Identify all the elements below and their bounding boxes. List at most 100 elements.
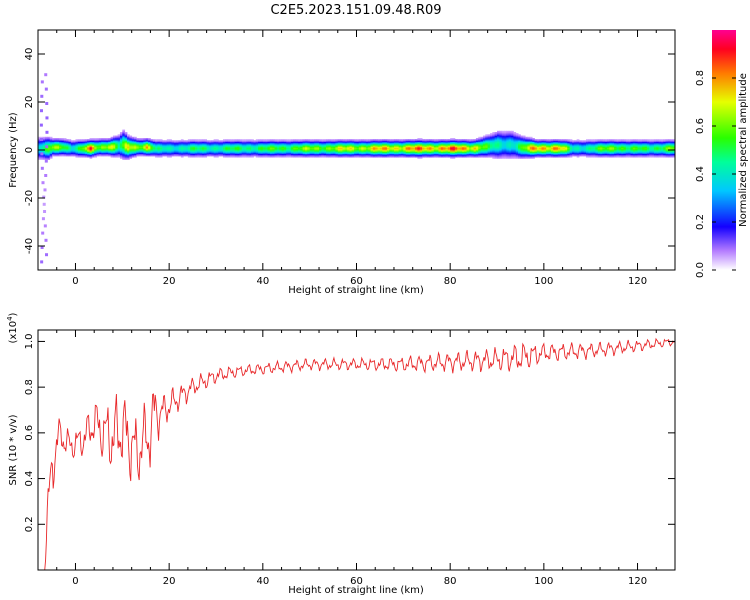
heatmap-cell (452, 151, 456, 153)
heatmap-cell (136, 154, 140, 157)
heatmap-cell (417, 154, 421, 157)
heatmap-cell (323, 147, 327, 150)
heatmap-cell (77, 142, 81, 145)
heatmap-cell (520, 138, 524, 140)
heatmap-cell (389, 156, 393, 158)
heatmap-cell (56, 147, 60, 150)
heatmap-cell (171, 140, 175, 142)
heatmap-cell (541, 144, 545, 146)
heatmap-cell (578, 151, 582, 153)
heatmap-cell (487, 150, 491, 152)
heatmap-cell (593, 139, 596, 141)
heatmap-cell (101, 152, 104, 154)
heatmap-cell (628, 154, 631, 157)
heatmap-cell (143, 145, 147, 147)
heatmap-cell (525, 147, 528, 150)
heatmap-cell (131, 148, 135, 151)
heatmap-cell (190, 140, 193, 142)
heatmap-cell (553, 141, 556, 144)
heatmap-cell (515, 151, 519, 153)
heatmap-cell (61, 140, 65, 142)
heatmap-cell (546, 141, 549, 144)
heatmap-cell (576, 146, 580, 148)
heatmap-cell (445, 148, 449, 151)
heatmap-cell (508, 135, 512, 138)
heatmap-cell (501, 133, 505, 135)
heatmap-cell (440, 141, 444, 144)
heatmap-cell (452, 140, 456, 142)
heatmap-cell (656, 150, 660, 152)
heatmap-cell (644, 154, 648, 157)
heatmap-cell (431, 151, 435, 153)
heatmap-cell (143, 147, 147, 150)
heatmap-cell (440, 144, 444, 146)
heatmap-cell (417, 145, 421, 147)
heatmap-cell (288, 148, 292, 151)
heatmap-cell (141, 139, 144, 141)
heatmap-cell (84, 142, 88, 145)
heatmap-cell (543, 144, 547, 146)
heatmap-cell (337, 150, 341, 152)
heatmap-cell (152, 150, 156, 152)
heatmap-cell (658, 156, 662, 158)
heatmap-cell (461, 156, 465, 158)
heatmap-cell (557, 144, 561, 146)
heatmap-cell (234, 146, 238, 148)
heatmap-cell (436, 145, 439, 147)
heatmap-cell (646, 147, 650, 150)
heatmap-cell (600, 144, 603, 146)
heatmap-cell (459, 142, 463, 145)
heatmap-cell (328, 144, 332, 146)
heatmap-cell (115, 141, 119, 144)
heatmap-cell (639, 153, 643, 156)
heatmap-cell (295, 153, 299, 156)
heatmap-cell (569, 141, 573, 144)
heatmap-cell (56, 144, 60, 146)
heatmap-cell (506, 147, 510, 150)
heatmap-cell (54, 139, 58, 141)
heatmap-cell (393, 141, 397, 144)
heatmap-cell (40, 140, 44, 142)
heatmap-cell (321, 156, 325, 158)
heatmap-cell (492, 132, 496, 134)
heatmap-cell (281, 150, 285, 152)
heatmap-cell (623, 151, 627, 153)
heatmap-cell (504, 136, 507, 139)
heatmap-cell (508, 142, 512, 145)
heatmap-cell (372, 153, 376, 156)
heatmap-cell (321, 152, 325, 154)
heatmap-cell (101, 140, 104, 142)
heatmap-cell (628, 141, 631, 144)
heatmap-cell (61, 153, 65, 156)
heatmap-cell (363, 148, 367, 151)
heatmap-cell (354, 156, 357, 158)
heatmap-cell (511, 132, 514, 134)
heatmap-cell (185, 153, 189, 156)
heatmap-cell (192, 148, 196, 151)
heatmap-cell (609, 147, 613, 150)
heatmap-cell (290, 139, 294, 141)
spectrogram-x-tick-label: 120 (628, 276, 647, 287)
heatmap-cell (443, 141, 446, 144)
heatmap-cell (424, 152, 428, 154)
heatmap-cell (576, 147, 580, 150)
heatmap-cell (187, 156, 191, 158)
heatmap-cell (164, 150, 168, 152)
heatmap-cell (499, 130, 503, 133)
heatmap-cell (47, 142, 51, 145)
heatmap-cell (504, 134, 507, 136)
heatmap-cell (494, 146, 498, 148)
heatmap-cell (445, 141, 449, 144)
heatmap-cell (429, 154, 432, 157)
heatmap-cell (593, 150, 596, 152)
heatmap-cell (344, 142, 348, 145)
heatmap-cell (492, 135, 496, 138)
heatmap-cell (293, 144, 297, 146)
heatmap-cell (499, 136, 503, 139)
heatmap-cell (187, 145, 191, 147)
heatmap-cell (431, 156, 435, 158)
heatmap-cell (112, 139, 116, 141)
heatmap-cell (330, 148, 334, 151)
heatmap-cell (405, 147, 409, 150)
heatmap-cell (618, 156, 622, 158)
